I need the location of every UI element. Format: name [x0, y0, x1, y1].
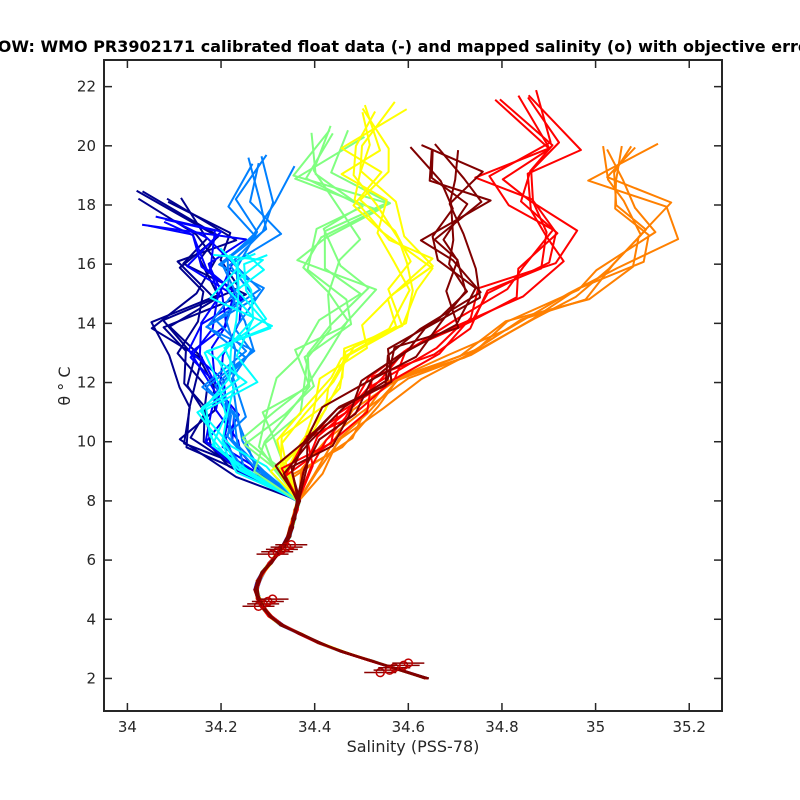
mapped-salinity-point-1-2	[263, 596, 273, 607]
x-tick-label-3: 34.6	[392, 718, 425, 736]
y-tick-label-9: 20	[77, 137, 96, 155]
mapped-salinity-markers	[242, 539, 425, 678]
chart-title: OW: WMO PR3902171 calibrated float data …	[0, 37, 800, 56]
x-tick-label-0: 34	[118, 718, 137, 736]
mapped-salinity-point-1-3	[267, 594, 278, 604]
mapped-salinity-point-2-4	[286, 539, 297, 550]
y-tick-label-1: 4	[86, 610, 96, 628]
mapped-salinity-point-0-4	[403, 658, 414, 668]
y-tick-label-6: 14	[77, 314, 96, 332]
x-tick-label-5: 35	[586, 718, 605, 736]
plot-area: 34 34.2 34.4 34.6 34.8 35 35.2 246810121416182…	[77, 59, 723, 736]
y-tick-label-8: 18	[77, 196, 96, 214]
mapped-salinity-point-2-3	[281, 542, 292, 552]
y-tick-label-5: 12	[77, 374, 96, 392]
y-tick-label-7: 16	[77, 255, 96, 273]
mapped-salinity-point-0-3	[398, 660, 409, 671]
profile-line-8-5	[253, 150, 492, 680]
y-tick-label-2: 6	[86, 551, 96, 569]
x-tick-label-2: 34.4	[298, 718, 331, 736]
y-tick-label-4: 10	[77, 433, 96, 451]
y-axis-label: θ ° C	[55, 366, 74, 405]
y-tick-label-0: 2	[86, 669, 96, 687]
plot-frame	[103, 59, 723, 712]
x-tick-label-1: 34.2	[204, 718, 237, 736]
y-axis-ticks: 2 4 6 8 10 12 14 16 18 20 22	[77, 78, 722, 687]
y-tick-label-3: 8	[86, 492, 96, 510]
x-axis-ticks: 34 34.2 34.4 34.6 34.8 35 35.2	[118, 60, 706, 736]
x-axis-label: Salinity (PSS-78)	[347, 737, 480, 756]
x-tick-label-4: 34.8	[485, 718, 518, 736]
x-tick-label-6: 35.2	[673, 718, 706, 736]
y-tick-label-10: 22	[77, 78, 96, 96]
